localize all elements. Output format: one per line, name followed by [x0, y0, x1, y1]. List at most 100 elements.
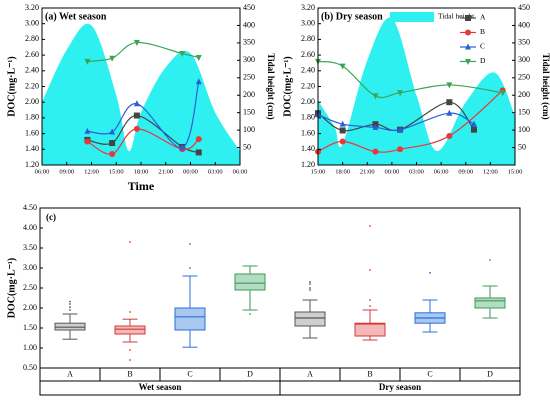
y-axis-label: DOC(mg·L⁻¹) — [6, 56, 17, 117]
x-tick-label: 06:00 — [35, 168, 50, 175]
x-tick-label: A — [67, 369, 73, 378]
marker — [397, 90, 404, 97]
y-tick-label: 1.60 — [301, 128, 315, 137]
marker — [372, 123, 379, 130]
marker — [133, 125, 140, 132]
box — [474, 297, 506, 309]
y2-tick-label: 250 — [243, 73, 255, 82]
x-tick-label: 18:00 — [134, 168, 149, 175]
y2-tick-label: 100 — [243, 125, 255, 134]
y-tick-label: 3.00 — [301, 19, 315, 28]
y2-tick-label: 300 — [518, 55, 530, 64]
marker — [84, 127, 91, 134]
y-axis-label: DOC(mg·L⁻¹) — [6, 258, 17, 319]
x-tick-label: 09:00 — [59, 168, 74, 175]
group-label: Dry season — [379, 382, 421, 392]
y-tick-label: 2.60 — [301, 50, 315, 59]
y2-axis-label: Tidal height (cm) — [266, 53, 276, 119]
y2-tick-label: 250 — [518, 73, 530, 82]
outlier — [429, 271, 431, 274]
y2-tick-label: 350 — [243, 38, 255, 47]
marker — [133, 112, 140, 119]
x-tick-label: 00:00 — [183, 168, 198, 175]
outlier — [249, 313, 251, 315]
marker — [465, 29, 471, 36]
box — [174, 307, 206, 331]
marker — [470, 126, 477, 133]
x-tick-label: 12:00 — [483, 168, 498, 175]
y-tick-label: 1.20 — [25, 160, 39, 169]
outlier — [189, 243, 191, 245]
outlier — [309, 283, 311, 285]
outlier — [129, 311, 131, 313]
x-tick-label: 15:00 — [508, 168, 523, 175]
outlier — [129, 349, 131, 351]
x-tick-label: D — [247, 369, 253, 378]
x-tick-label: 12:00 — [84, 168, 99, 175]
y-tick-label: 2.40 — [301, 66, 315, 75]
y2-tick-label: 200 — [518, 90, 530, 99]
x-tick-label: 15:00 — [109, 168, 124, 175]
marker — [372, 148, 379, 155]
marker — [446, 109, 453, 116]
marker — [195, 78, 202, 85]
outlier — [69, 306, 71, 309]
y-tick-label: 4.00 — [23, 223, 37, 232]
marker — [397, 126, 404, 133]
outlier — [69, 300, 71, 303]
y2-axis-label: Tidal height (cm) — [541, 53, 550, 119]
outlier — [309, 287, 311, 289]
x-tick-label: C — [427, 369, 432, 378]
x-tick-label: D — [487, 369, 493, 378]
marker — [446, 99, 453, 106]
marker — [109, 140, 116, 147]
x-tick-label: A — [307, 369, 313, 378]
y-tick-label: 2.80 — [301, 34, 315, 43]
marker — [84, 58, 91, 65]
outlier — [489, 259, 491, 261]
x-tick-label: B — [127, 369, 132, 378]
outlier — [369, 299, 371, 301]
x-tick-label: 03:00 — [409, 168, 424, 175]
x-tick-label: 03:00 — [208, 168, 223, 175]
legend-label: D — [480, 56, 486, 65]
outlier — [129, 241, 131, 243]
y-tick-label: 3.00 — [23, 263, 37, 272]
tidal-area — [318, 17, 515, 165]
series-line — [317, 60, 503, 99]
y-tick-label: 0.50 — [23, 363, 37, 372]
marker — [339, 120, 346, 127]
y-tick-label: 3.00 — [25, 19, 39, 28]
marker — [465, 43, 471, 50]
legend-label: B — [480, 27, 485, 36]
y-tick-label: 3.50 — [23, 243, 37, 252]
y-tick-label: 3.20 — [25, 3, 39, 12]
marker — [133, 40, 140, 47]
marker — [179, 51, 186, 58]
y-tick-label: 2.50 — [23, 283, 37, 292]
y-tick-label: 1.00 — [23, 343, 37, 352]
marker — [397, 146, 404, 153]
marker — [446, 132, 453, 139]
series-line — [317, 112, 475, 132]
y-tick-label: 2.00 — [23, 303, 37, 312]
y2-tick-label: 400 — [518, 20, 530, 29]
y2-tick-label: 150 — [243, 107, 255, 116]
marker — [339, 63, 346, 70]
y-tick-label: 2.20 — [301, 81, 315, 90]
y-tick-label: 1.60 — [25, 128, 39, 137]
box — [234, 273, 266, 291]
x-axis-label: Time — [128, 179, 155, 193]
y2-tick-label: 50 — [243, 142, 251, 151]
marker — [109, 55, 116, 62]
y-tick-label: 1.40 — [25, 144, 39, 153]
panel-title: (c) — [46, 212, 56, 222]
outlier — [369, 305, 371, 307]
outlier — [369, 269, 371, 271]
x-tick-label: 06:00 — [434, 168, 449, 175]
outlier — [129, 359, 131, 361]
outlier — [189, 267, 191, 269]
marker — [195, 136, 202, 143]
marker — [470, 120, 477, 127]
